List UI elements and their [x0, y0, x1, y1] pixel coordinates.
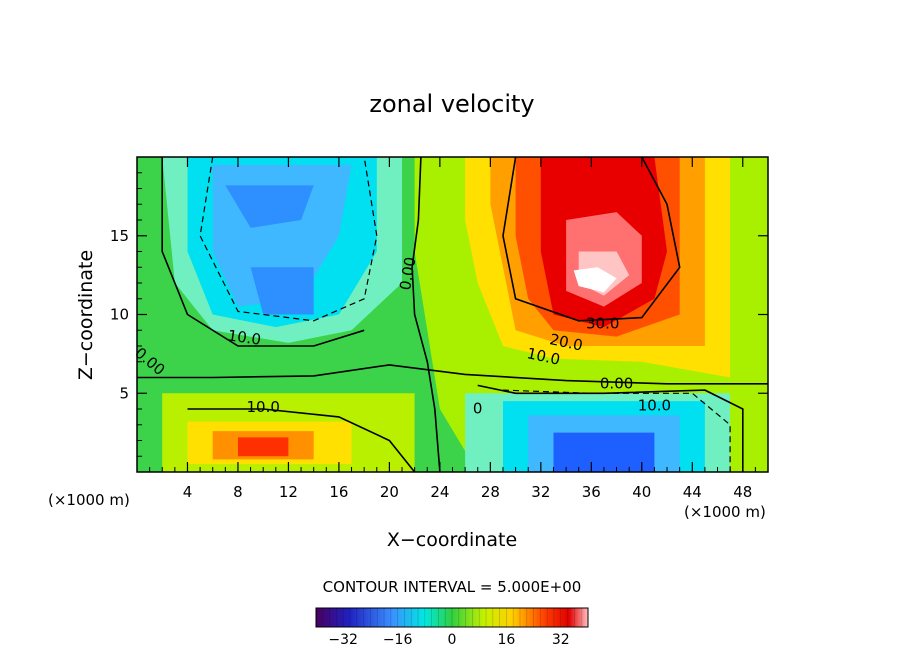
contour-line — [502, 157, 681, 322]
x-tick-label: 20 — [380, 483, 399, 501]
colorbar-tick-label: −32 — [328, 632, 358, 648]
contour-label: 30.0 — [586, 314, 619, 332]
field-region — [225, 185, 314, 228]
y-tick-label: 5 — [119, 384, 129, 402]
contour-line — [187, 408, 416, 472]
x-tick-label: 24 — [430, 483, 449, 501]
x-tick-label: 8 — [233, 483, 243, 501]
colorbar-ticks: −32 −16 0 16 32 — [328, 632, 569, 648]
y-axis: 5 10 15 — [110, 172, 768, 457]
colorbar-gradient — [315, 607, 589, 628]
contour-label: 0.00 — [396, 256, 420, 292]
colorbar-stripes — [315, 608, 589, 627]
colorbar-tick-label: 32 — [552, 632, 570, 648]
x-tick-label: 28 — [481, 483, 500, 501]
colorbar-tick-label: 16 — [497, 632, 515, 648]
contour-label: 0.00 — [600, 374, 633, 392]
contour-line — [411, 157, 441, 472]
contour-lines — [137, 157, 768, 472]
chart-title: zonal velocity — [369, 90, 534, 118]
y-tick-label: 15 — [110, 227, 129, 245]
contour-label: 10.0 — [638, 396, 671, 414]
contour-line — [502, 389, 731, 472]
x-axis-label: X−coordinate — [387, 529, 517, 551]
contour-label: 10.0 — [227, 326, 263, 348]
contour-line — [199, 157, 378, 322]
field-region — [553, 432, 655, 472]
x-axis: 4 8 12 16 20 24 28 32 36 40 44 48 — [149, 157, 756, 501]
contour-line — [477, 384, 744, 472]
plot-area — [137, 157, 768, 472]
x-tick-label: 36 — [582, 483, 601, 501]
y-tick-label: 10 — [110, 306, 129, 324]
contour-label: 0 — [473, 400, 483, 418]
x-tick-label: 32 — [531, 483, 550, 501]
colorbar: −32 −16 0 16 32 — [315, 607, 589, 648]
x-unit-right: (×1000 m) — [684, 503, 766, 521]
colorbar-tick-label: 0 — [448, 632, 457, 648]
x-tick-label: 12 — [279, 483, 298, 501]
contour-line — [137, 364, 768, 385]
x-tick-label: 48 — [733, 483, 752, 501]
contour-label: 10.0 — [246, 398, 279, 416]
field-fill — [162, 157, 768, 472]
y-axis-label: Z−coordinate — [75, 250, 97, 380]
field-region — [250, 267, 314, 315]
x-tick-label: 4 — [183, 483, 193, 501]
field-region — [238, 437, 289, 457]
contour-interval-label: CONTOUR INTERVAL = 5.000E+00 — [323, 578, 582, 596]
x-tick-label: 44 — [683, 483, 702, 501]
colorbar-tick-label: −16 — [383, 632, 413, 648]
field-region — [573, 267, 617, 293]
x-unit-left: (×1000 m) — [48, 491, 130, 509]
contour-line — [161, 157, 365, 347]
x-tick-label: 40 — [632, 483, 651, 501]
x-tick-label: 16 — [329, 483, 348, 501]
